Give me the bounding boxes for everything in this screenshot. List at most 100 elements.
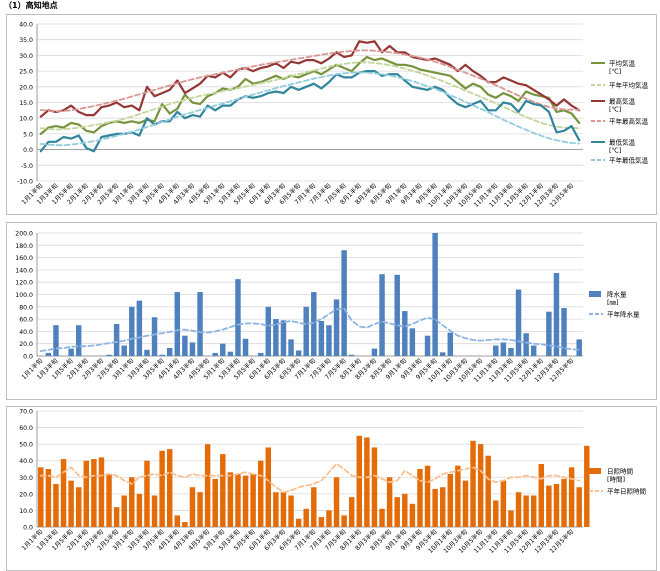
bar [515,289,522,356]
series-line-normal [39,49,581,113]
legend-swatch [589,291,601,297]
page-title: （1）高知地点 [4,1,58,10]
bar [326,325,332,356]
normal-line [39,463,581,494]
y-tick-label: 70.0 [19,409,33,416]
bar [348,497,355,527]
bar [553,483,560,527]
y-tick-label: -5.0 [21,163,33,170]
bar [136,300,143,356]
bar [394,274,400,356]
bar [204,444,211,527]
legend-label: 平均気温 [609,59,636,68]
y-tick-label: 25.0 [19,69,33,76]
bar [106,473,112,527]
bar [121,495,127,527]
y-tick-label: 180.0 [15,243,33,250]
series-line-observed [39,55,581,136]
precipitation-chart: 0.0 20.0 40.0 60.0 80.0 100.0 120.0 140.0 160.0 1… [15,231,640,384]
y-tick-label: 0.0 [23,525,33,532]
bar [341,250,347,356]
bar [364,437,370,527]
bar [257,460,264,527]
bar [75,325,82,356]
y-tick-label: 100.0 [15,292,33,299]
legend-label: 平年最高気温 [609,117,649,126]
bar [121,345,127,356]
bar [53,483,59,527]
bar [182,522,188,527]
bar [113,507,120,527]
bar [326,510,332,527]
legend-unit: [℃] [609,68,621,76]
bar [409,503,416,527]
bar [477,444,484,527]
bar [288,339,294,356]
bar [45,352,52,356]
bar [159,450,165,527]
bar [295,518,302,527]
bar [500,480,507,527]
series-line-normal [39,61,581,131]
y-tick-label: 50.0 [19,442,33,449]
bar [60,459,67,527]
bar [242,338,249,356]
bar [455,465,461,527]
bar [417,469,423,527]
bar [159,354,165,356]
bar [144,460,150,527]
bar [447,473,454,527]
bar [538,464,545,527]
bar [515,492,522,527]
legend-label: 平年日照時間 [607,487,646,496]
bar [493,500,499,527]
bar [38,467,44,527]
bar [576,487,582,527]
bar [189,487,196,527]
bar [235,473,241,527]
bar [530,495,537,527]
bar [197,292,203,356]
bar [265,447,272,527]
bar [493,345,499,356]
y-tick-label: 140.0 [15,267,33,274]
legend-label: 平年降水量 [607,310,640,319]
y-tick-label: 20.0 [19,491,33,498]
y-tick-label: -10.0 [17,179,33,186]
y-tick-label: 40.0 [19,329,33,336]
bar [318,517,325,527]
bar [273,319,279,356]
bar [508,510,514,527]
bar [439,352,446,356]
bar [333,477,340,527]
bar [257,352,264,356]
y-tick-label: 40.0 [19,458,33,465]
bar [303,306,309,356]
y-tick-label: 200.0 [15,231,33,238]
bar [83,460,90,527]
bar [546,485,552,527]
bar [553,272,560,356]
bar [424,335,431,356]
bar [523,333,529,356]
y-tick-label: 20.0 [19,84,33,91]
bar [265,306,272,356]
bar [197,492,203,527]
bar [182,335,188,356]
bar [174,515,181,527]
legend-unit: [℃] [609,106,621,114]
bar [106,354,112,356]
bar [227,351,234,356]
y-tick-label: 0.0 [23,147,33,154]
bar [311,487,317,527]
bar [379,274,385,356]
series-line-observed [39,69,581,153]
bar [409,328,416,356]
legend-label: 最高気温 [609,97,636,106]
bar [546,311,552,356]
y-tick-label: 0.0 [23,354,33,361]
bar [341,515,347,527]
legend-unit: [時間] [607,476,625,484]
y-tick-label: 160.0 [15,255,33,262]
bar [68,480,74,527]
